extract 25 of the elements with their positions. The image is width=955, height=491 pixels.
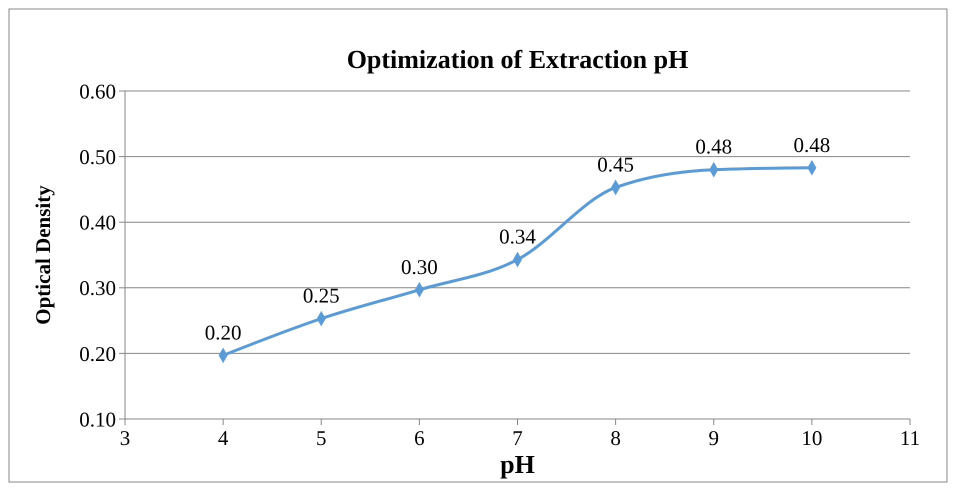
y-tick-label: 0.10	[79, 407, 116, 432]
data-label: 0.45	[597, 152, 634, 176]
x-tick-label: 7	[512, 426, 523, 450]
y-tick-label: 0.50	[79, 144, 116, 169]
data-label: 0.25	[302, 284, 340, 308]
data-label: 0.48	[794, 132, 830, 157]
x-tick-label: 4	[218, 426, 229, 450]
data-label: 0.34	[499, 224, 536, 249]
y-tick-label: 0.40	[79, 210, 116, 235]
x-tick-label: 9	[708, 426, 719, 450]
x-tick-label: 5	[316, 426, 326, 450]
chart-title: Optimization of Extraction pH	[346, 45, 688, 74]
x-tick-label: 8	[610, 426, 621, 450]
y-tick-label: 0.60	[79, 79, 116, 104]
data-label: 0.30	[401, 254, 438, 279]
x-tick-label: 6	[414, 426, 425, 450]
x-tick-label: 10	[801, 426, 822, 450]
data-label: 0.20	[204, 320, 242, 344]
y-axis-title: Optical Density	[31, 184, 55, 325]
x-tick-label: 3	[120, 426, 130, 450]
y-tick-label: 0.20	[79, 342, 116, 366]
x-axis-title: pH	[500, 450, 535, 479]
data-label: 0.48	[695, 134, 732, 159]
y-tick-label: 0.30	[79, 276, 116, 300]
x-tick-label: 11	[900, 426, 920, 450]
